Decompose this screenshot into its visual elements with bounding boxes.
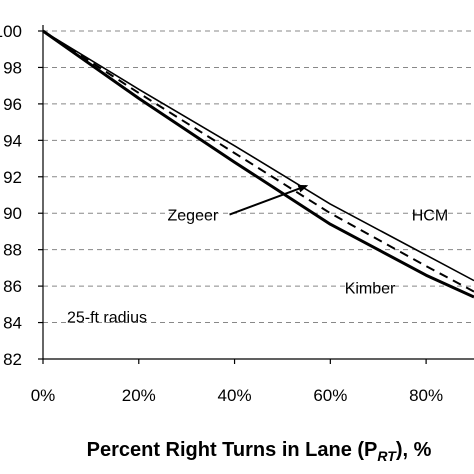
x-tick-label: 40%	[218, 386, 252, 405]
y-tick-label: 100	[0, 22, 22, 41]
y-tick-label: 94	[3, 131, 22, 150]
y-tick-label: 92	[3, 168, 22, 187]
x-tick-label: 60%	[313, 386, 347, 405]
series-line-hcm	[42, 30, 474, 282]
series-line-zegeer	[42, 30, 474, 293]
y-tick-label: 90	[3, 204, 22, 223]
x-axis-label: Percent Right Turns in Lane (PRT), %	[87, 439, 432, 464]
y-tick-label: 82	[3, 350, 22, 369]
y-tick-label: 84	[3, 314, 22, 333]
y-tick-label: 98	[3, 58, 22, 77]
x-tick-label: 20%	[122, 386, 156, 405]
annotation-kimber: Kimber	[345, 280, 396, 297]
y-tick-label: 88	[3, 241, 22, 260]
y-tick-label: 96	[3, 95, 22, 114]
x-tick-label: 0%	[31, 386, 56, 405]
axes	[38, 25, 474, 364]
tick-labels: 82 84 86 88 90 92 94 96 98 100 0% 20% 40% 60% 80%	[0, 22, 443, 405]
x-tick-label: 80%	[409, 386, 443, 405]
annotations: Zegeer HCM Kimber 25-ft radius	[67, 184, 448, 327]
y-tick-label: 86	[3, 277, 22, 296]
series-lines	[42, 29, 474, 299]
annotation-hcm: HCM	[412, 208, 448, 225]
annotation-25-ft-radius: 25-ft radius	[67, 310, 147, 327]
annotation-zegeer: Zegeer	[168, 208, 219, 225]
series-line-kimber	[42, 29, 474, 299]
annotation-arrow	[229, 184, 309, 216]
